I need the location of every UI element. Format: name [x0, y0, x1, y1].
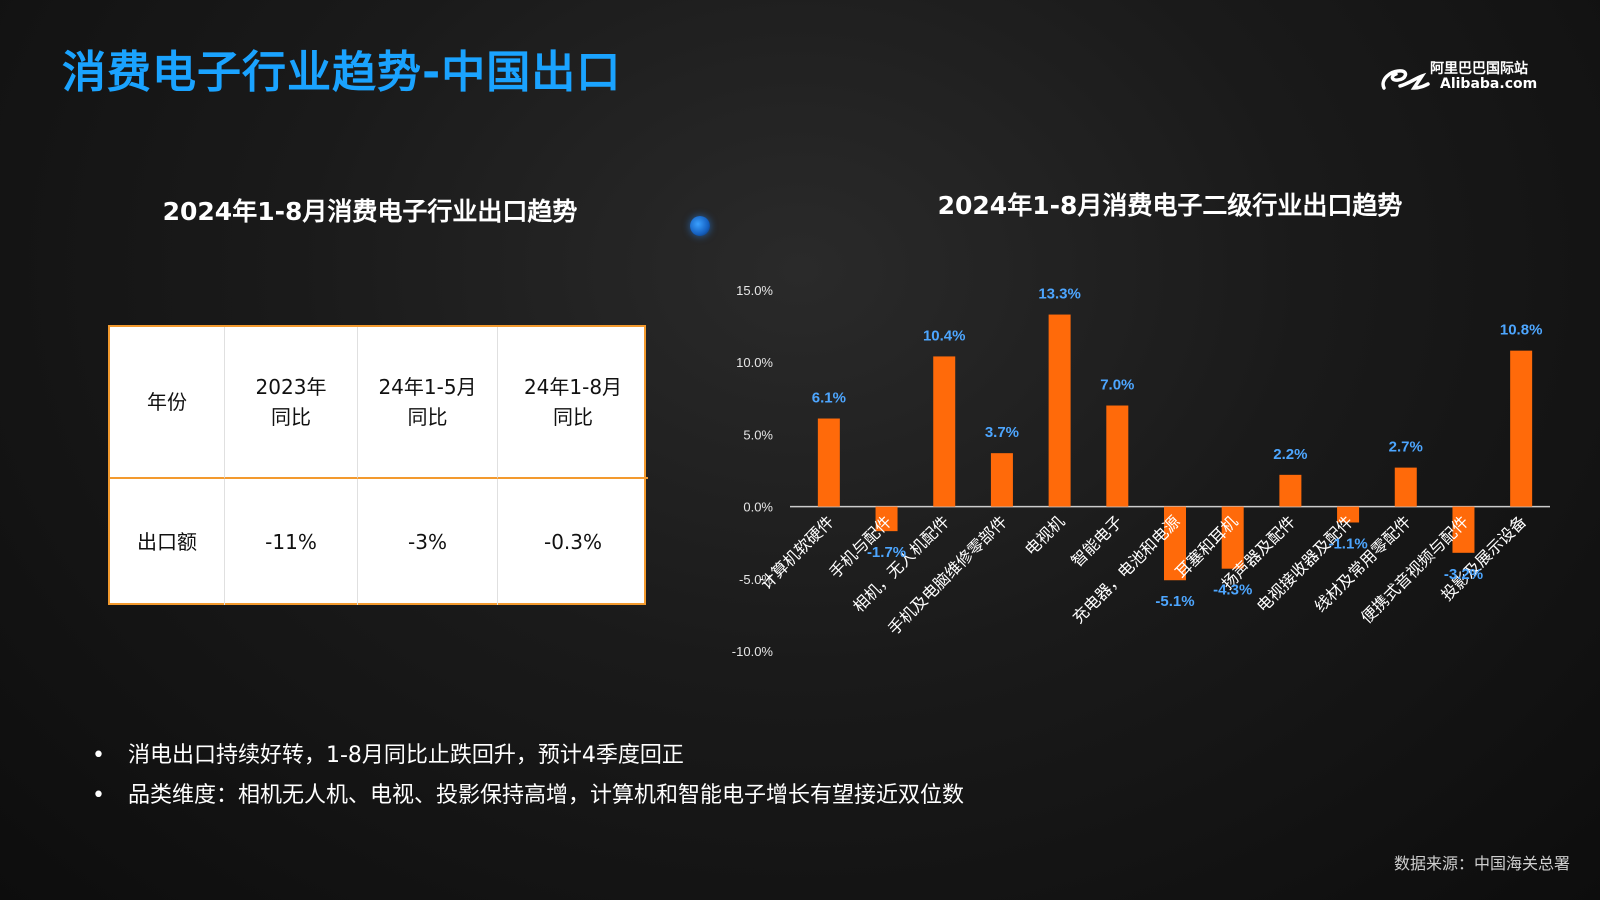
- category-label: 计算机软硬件: [756, 512, 837, 593]
- y-tick-label: 15.0%: [736, 283, 773, 298]
- bullet-text: 消电出口持续好转，1-8月同比止跌回升，预计4季度回正: [128, 743, 684, 768]
- bar: [1394, 467, 1417, 507]
- slide-title: 消费电子行业趋势-中国出口: [62, 47, 622, 98]
- data-label: 7.0%: [1100, 377, 1134, 394]
- alibaba-logo-icon: [1381, 69, 1430, 90]
- data-label: 6.1%: [812, 390, 846, 407]
- decorative-dot: [690, 216, 710, 236]
- table-cell: -11%: [225, 479, 358, 605]
- table-cell: -3%: [358, 479, 498, 605]
- table-row-label: 出口额: [110, 479, 225, 605]
- logo-en-text: Alibaba.com: [1440, 76, 1538, 92]
- category-label: 智能电子: [1067, 512, 1126, 571]
- bullet-list: • 消电出口持续好转，1-8月同比止跌回升，预计4季度回正 • 品类维度：相机无…: [92, 741, 964, 821]
- export-table: 年份 2023年 同比 24年1-5月 同比 24年1-8月 同比 出口额 -1…: [108, 325, 648, 605]
- bullet-dot: •: [92, 743, 105, 768]
- bar: [1221, 506, 1244, 569]
- table-header-cell: 24年1-5月 同比: [358, 327, 498, 479]
- data-label: -1.7%: [867, 544, 906, 561]
- bullet-dot: •: [92, 783, 105, 808]
- data-source: 数据来源：中国海关总署: [1393, 854, 1570, 873]
- table-cell: -0.3%: [543, 530, 603, 554]
- category-label: 电视接收器及配件: [1253, 512, 1357, 616]
- data-label: 3.7%: [985, 424, 1019, 441]
- bar: [1106, 405, 1129, 507]
- bar: [990, 453, 1013, 507]
- y-tick-label: -5.0%: [739, 572, 773, 587]
- data-label: -1.1%: [1328, 535, 1367, 552]
- y-tick-label: 10.0%: [736, 355, 773, 370]
- logo-cn-text: 阿里巴巴国际站: [1430, 61, 1528, 77]
- bar: [875, 506, 898, 532]
- chart-title: 2024年1-8月消费电子二级行业出口趋势: [937, 191, 1403, 220]
- data-label: 13.3%: [1038, 286, 1081, 303]
- data-label: -3.2%: [1444, 566, 1483, 583]
- category-label: 相机，无人机配件: [849, 512, 953, 616]
- bar: [1337, 506, 1360, 523]
- data-label: 2.2%: [1273, 446, 1307, 463]
- data-label: 2.7%: [1389, 439, 1423, 456]
- bar: [1452, 506, 1475, 553]
- bar: [1164, 506, 1186, 581]
- table-header-cell: 24年1-8月 同比: [498, 327, 648, 479]
- bar: [933, 356, 956, 507]
- category-label: 电视机: [1021, 512, 1068, 559]
- bullet-text: 品类维度：相机无人机、电视、投影保持高增，计算机和智能电子增长有望接近双位数: [128, 783, 965, 808]
- y-tick-label: -10.0%: [732, 644, 774, 659]
- data-label: -4.3%: [1213, 582, 1252, 599]
- data-label: -5.1%: [1155, 593, 1194, 610]
- bar: [817, 418, 840, 507]
- bullet-item: • 消电出口持续好转，1-8月同比止跌回升，预计4季度回正: [92, 741, 964, 781]
- bar: [1510, 350, 1533, 507]
- y-tick-label: 0.0%: [743, 500, 773, 515]
- table-header-cell: 2023年 同比: [225, 327, 358, 479]
- data-label: 10.4%: [923, 327, 966, 344]
- bar: [1279, 474, 1302, 507]
- data-label: 10.8%: [1500, 322, 1543, 339]
- bullet-item: • 品类维度：相机无人机、电视、投影保持高增，计算机和智能电子增长有望接近双位数: [92, 781, 964, 821]
- category-label: 线材及常用零配件: [1311, 512, 1415, 616]
- bar: [1048, 314, 1071, 507]
- y-tick-label: 5.0%: [743, 427, 773, 442]
- table-header-cell: 年份: [110, 327, 225, 479]
- table-title: 2024年1-8月消费电子行业出口趋势: [162, 197, 578, 226]
- alibaba-logo: 阿里巴巴国际站 Alibaba.com: [1378, 58, 1537, 98]
